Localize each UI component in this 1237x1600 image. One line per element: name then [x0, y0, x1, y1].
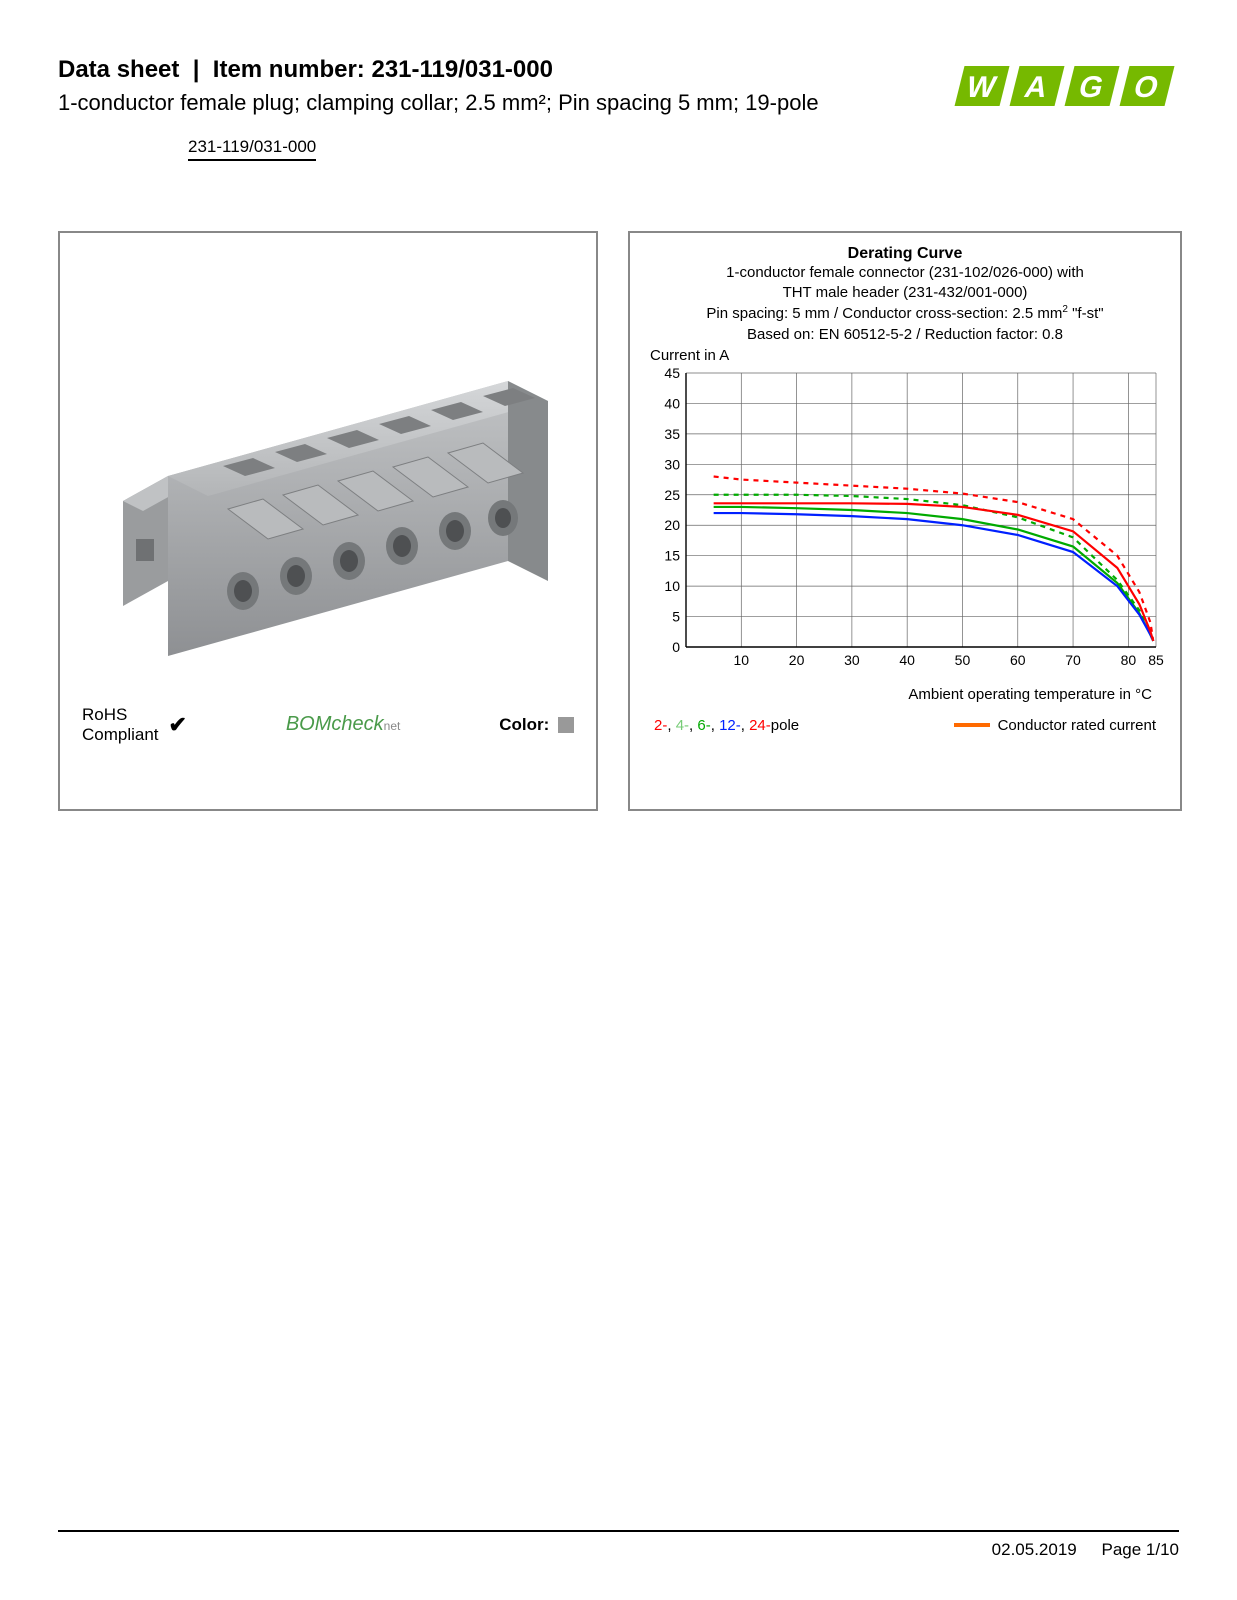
svg-text:30: 30	[844, 652, 860, 668]
panels: RoHS Compliant ✔ BOMchecknet Color: Dera…	[58, 231, 1179, 811]
chart-sub4: Based on: EN 60512-5-2 / Reduction facto…	[648, 325, 1162, 345]
chart-sub3: Pin spacing: 5 mm / Conductor cross-sect…	[648, 303, 1162, 324]
bomcheck-suffix: net	[384, 719, 401, 733]
svg-text:60: 60	[1010, 652, 1026, 668]
bomcheck-text: BOMcheck	[286, 713, 384, 735]
svg-text:45: 45	[664, 365, 680, 381]
compliance-row: RoHS Compliant ✔ BOMchecknet Color:	[78, 705, 578, 745]
label-datasheet: Data sheet	[58, 56, 179, 83]
svg-text:15: 15	[664, 547, 680, 563]
svg-text:5: 5	[672, 608, 680, 624]
rohs-label: RoHS	[82, 705, 159, 725]
svg-text:0: 0	[672, 639, 680, 655]
svg-text:35: 35	[664, 426, 680, 442]
svg-text:80: 80	[1121, 652, 1137, 668]
derating-chart: 0 5 10 15 20 25 30 35 40 45 10 20 30 40 50 60 70 80 85	[648, 355, 1166, 675]
item-link[interactable]: 231-119/031-000	[188, 137, 316, 161]
rohs-compliant: RoHS Compliant ✔	[82, 705, 187, 745]
brand-logo: W A G O	[949, 56, 1179, 116]
chart-sub2: THT male header (231-432/001-000)	[648, 283, 1162, 303]
color-label: Color:	[499, 715, 549, 734]
bomcheck-logo: BOMchecknet	[286, 713, 401, 736]
svg-text:40: 40	[899, 652, 915, 668]
title-line: Data sheet | Item number: 231-119/031-00…	[58, 56, 919, 84]
chart-panel: Derating Curve 1-conductor female connec…	[628, 231, 1182, 811]
color-indicator: Color:	[499, 715, 574, 735]
header-text: Data sheet | Item number: 231-119/031-00…	[58, 56, 949, 161]
check-icon: ✔	[169, 712, 187, 738]
product-panel: RoHS Compliant ✔ BOMchecknet Color:	[58, 231, 598, 811]
chart-area: Current in A 051015202530354045102030405…	[648, 355, 1162, 703]
legend-row: 2-, 4-, 6-, 12-, 24-pole Conductor rated…	[648, 717, 1162, 734]
rohs-compliant-label: Compliant	[82, 725, 159, 745]
svg-text:85: 85	[1148, 652, 1164, 668]
subtitle: 1-conductor female plug; clamping collar…	[58, 88, 919, 119]
svg-text:50: 50	[955, 652, 971, 668]
svg-text:25: 25	[664, 487, 680, 503]
header: Data sheet | Item number: 231-119/031-00…	[58, 56, 1179, 161]
svg-text:30: 30	[664, 456, 680, 472]
svg-text:20: 20	[789, 652, 805, 668]
footer-page: Page 1/10	[1101, 1540, 1179, 1559]
y-axis-label: Current in A	[650, 347, 729, 364]
color-swatch	[558, 717, 574, 733]
footer-date: 02.05.2019	[992, 1540, 1077, 1559]
label-itemnumber: Item number:	[213, 56, 365, 83]
legend-poles: 2-, 4-, 6-, 12-, 24-pole	[654, 717, 799, 734]
item-number: 231-119/031-000	[371, 56, 553, 83]
legend-conductor: Conductor rated current	[954, 717, 1156, 734]
svg-text:70: 70	[1065, 652, 1081, 668]
x-axis-label: Ambient operating temperature in °C	[648, 686, 1162, 703]
svg-text:20: 20	[664, 517, 680, 533]
svg-text:10: 10	[734, 652, 750, 668]
conductor-label: Conductor rated current	[998, 717, 1156, 734]
chart-title: Derating Curve	[648, 245, 1162, 263]
svg-text:10: 10	[664, 578, 680, 594]
product-image	[78, 251, 578, 691]
svg-text:40: 40	[664, 395, 680, 411]
footer: 02.05.2019 Page 1/10	[58, 1530, 1179, 1560]
conductor-line-icon	[954, 723, 990, 727]
chart-sub1: 1-conductor female connector (231-102/02…	[648, 263, 1162, 283]
